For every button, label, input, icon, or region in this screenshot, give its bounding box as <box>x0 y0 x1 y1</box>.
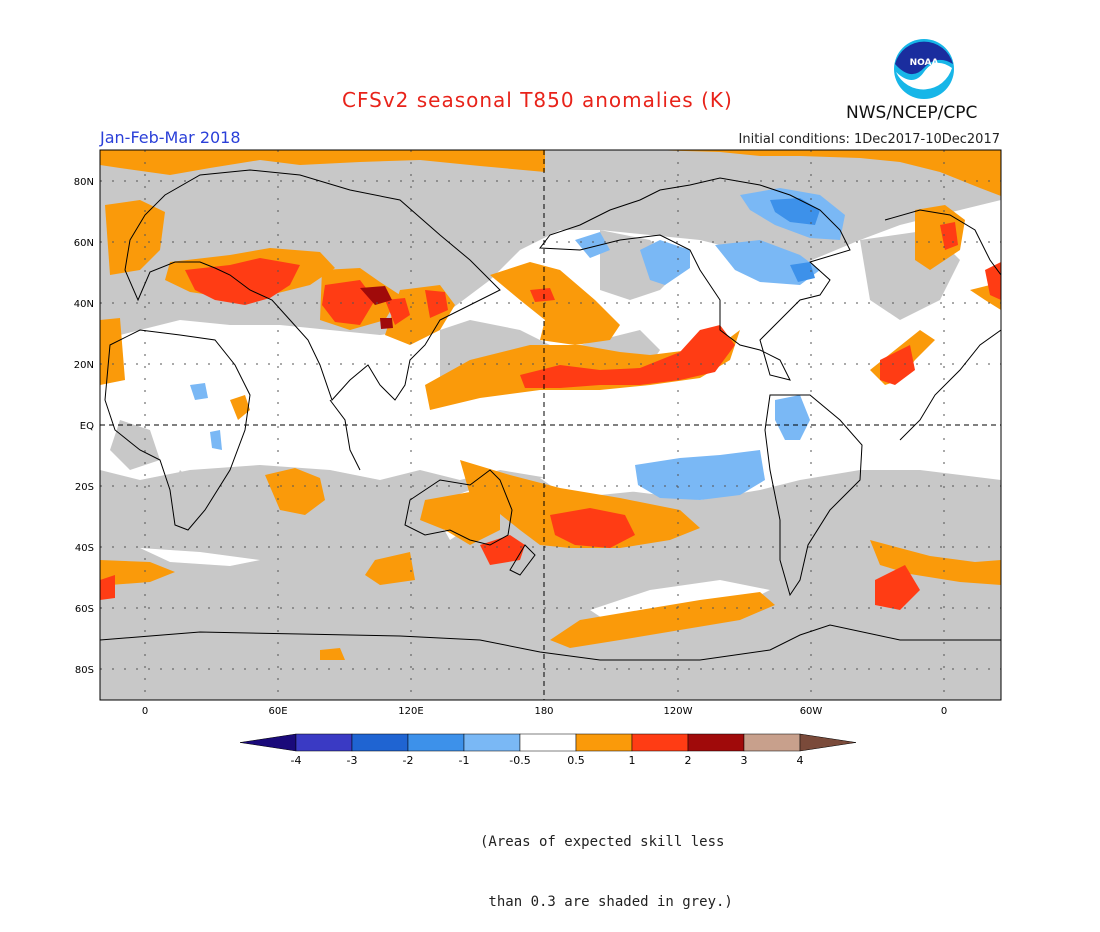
agency-label: NWS/NCEP/CPC <box>846 103 978 123</box>
lon-label: 180 <box>534 706 553 717</box>
map-title: CFSv2 seasonal T850 anomalies (K) <box>342 88 733 112</box>
colorbar-tick-label: 2 <box>685 754 692 767</box>
colorbar-segment <box>575 733 633 752</box>
colorbar-tick-label: 0.5 <box>567 754 585 767</box>
lon-label: 0 <box>142 706 148 717</box>
lat-labels: 80N 60N 40N 20N EQ 20S 40S 60S 80S <box>74 177 94 676</box>
colorbar-tick-label: 4 <box>797 754 804 767</box>
lon-label: 120W <box>664 706 693 717</box>
map-field <box>100 150 1001 700</box>
lon-label: 60E <box>268 706 287 717</box>
anomaly-minus2-minus1 <box>770 198 820 282</box>
footnote-line-2: than 0.3 are shaded in grey.) <box>480 894 733 910</box>
lon-label: 0 <box>941 706 947 717</box>
lat-label: 20N <box>74 360 94 371</box>
lat-label: 80N <box>74 177 94 188</box>
forecast-period: Jan-Feb-Mar 2018 <box>100 128 241 147</box>
lon-label: 120E <box>398 706 423 717</box>
colorbar-segment <box>295 733 353 752</box>
colorbar-tick-label: 1 <box>629 754 636 767</box>
colorbar-tick-label: 3 <box>741 754 748 767</box>
lat-label: 80S <box>75 665 94 676</box>
coastlines <box>100 169 1001 661</box>
map-frame <box>99 149 1002 701</box>
colorbar-tick-label: -3 <box>347 754 358 767</box>
footnote-line-1: (Areas of expected skill less <box>480 834 725 850</box>
colorbar-arrow-high <box>799 733 857 752</box>
noaa-logo-text: NOAA <box>910 58 939 68</box>
colorbar-arrow-low <box>239 733 297 752</box>
colorbar-segment <box>407 733 465 752</box>
anomaly-minus1-minus0.5 <box>190 188 845 500</box>
lon-label: 60W <box>800 706 823 717</box>
colorbar-tick-label: -0.5 <box>509 754 530 767</box>
lat-label: 40S <box>75 543 94 554</box>
lat-label: 60N <box>74 238 94 249</box>
colorbar-segment <box>687 733 745 752</box>
footnote: (Areas of expected skill less than 0.3 a… <box>480 792 733 932</box>
colorbar-tick-label: -4 <box>291 754 302 767</box>
colorbar: -4 -3 -2 -1 -0.5 0.5 1 2 3 4 <box>239 733 857 767</box>
colorbar-segment <box>743 733 801 752</box>
anomaly-map: 80N 60N 40N 20N EQ 20S 40S 60S 80S 0 60E… <box>74 149 1002 767</box>
lat-label: 60S <box>75 604 94 615</box>
lat-label: EQ <box>80 421 94 432</box>
equator-dateline <box>100 150 1001 700</box>
colorbar-segment <box>631 733 689 752</box>
colorbar-tick-label: -2 <box>403 754 414 767</box>
colorbar-segment <box>519 733 577 752</box>
anomaly-1-2 <box>100 222 1001 610</box>
noaa-logo: NOAA <box>894 39 954 99</box>
colorbar-tick-label: -1 <box>459 754 470 767</box>
initial-conditions: Initial conditions: 1Dec2017-10Dec2017 <box>738 132 1000 147</box>
lat-label: 40N <box>74 299 94 310</box>
lon-labels: 0 60E 120E 180 120W 60W 0 <box>142 706 947 717</box>
colorbar-segment <box>351 733 409 752</box>
anomaly-2-3 <box>360 286 393 329</box>
lat-label: 20S <box>75 482 94 493</box>
colorbar-segment <box>463 733 521 752</box>
